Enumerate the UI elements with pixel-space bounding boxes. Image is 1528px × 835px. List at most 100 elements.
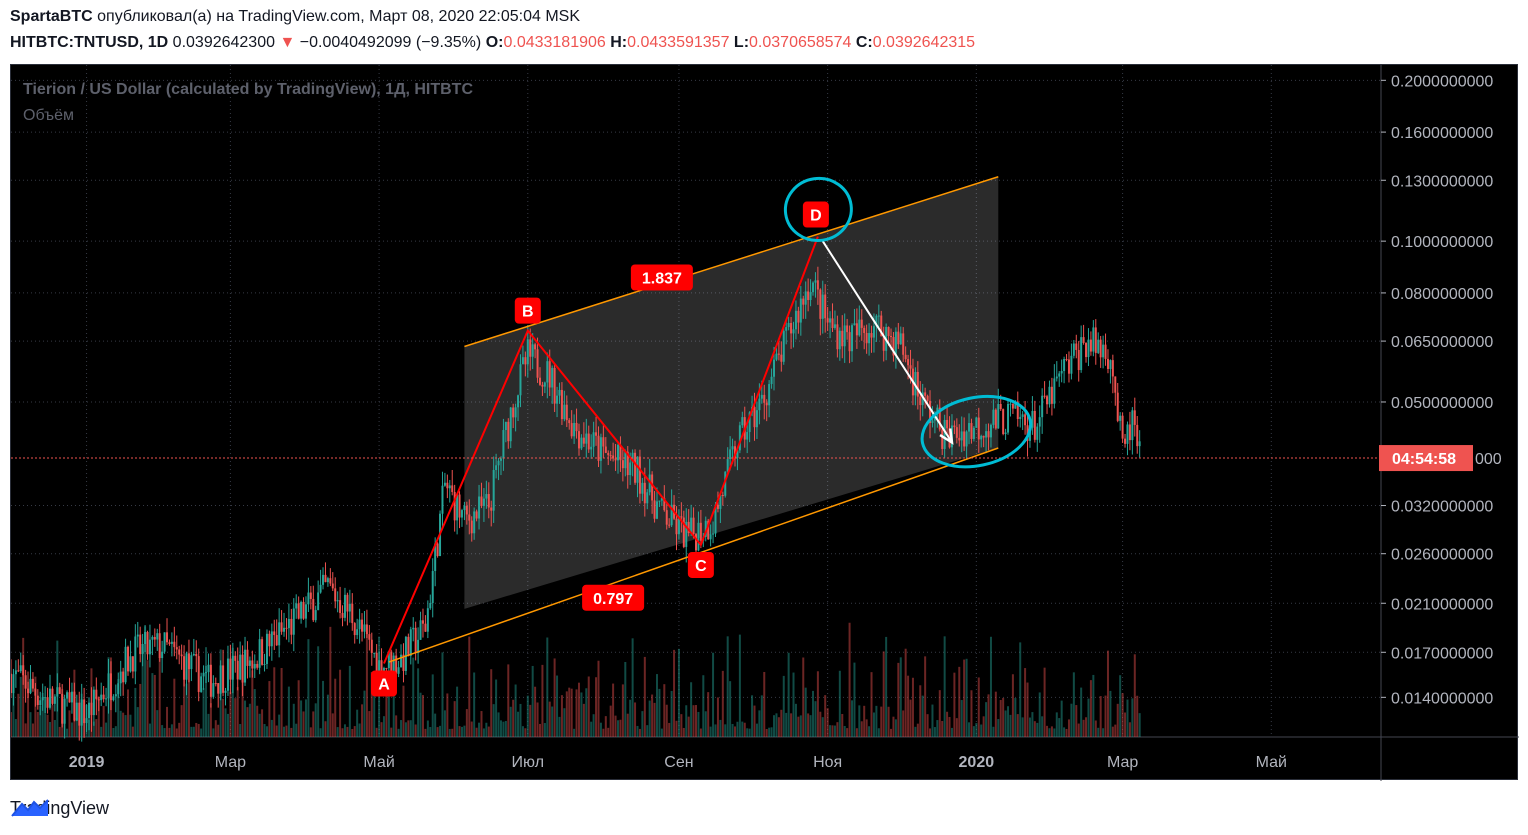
candle-body	[307, 592, 310, 605]
volume-bar	[404, 722, 407, 737]
candle-body	[234, 655, 237, 661]
candle	[131, 656, 134, 679]
candle	[1065, 354, 1068, 362]
candle-body	[858, 319, 861, 336]
volume-bar	[848, 622, 851, 737]
volume-bar	[27, 671, 30, 737]
grid-lines	[11, 65, 1381, 737]
candle-body	[412, 627, 415, 630]
candle-body	[1121, 415, 1124, 439]
candle	[290, 608, 293, 645]
volume-bar	[29, 712, 32, 737]
volume-bar	[941, 720, 944, 737]
candle-body	[351, 603, 354, 624]
candle	[56, 673, 59, 712]
candle-body	[994, 409, 997, 429]
candle	[894, 327, 897, 369]
candle	[519, 354, 522, 408]
candle-body	[70, 691, 73, 703]
candle	[602, 423, 605, 458]
volume-bar	[865, 719, 868, 737]
volume-bar	[577, 682, 580, 737]
candle-body	[870, 333, 873, 338]
volume-bars	[11, 622, 1141, 737]
volume-bar	[721, 670, 724, 737]
volume-bar	[507, 664, 510, 737]
volume-bar	[697, 711, 700, 737]
volume-bar	[819, 711, 822, 737]
candle	[989, 423, 992, 448]
y-tick-label: 0.0500000000	[1391, 395, 1493, 412]
candle-body	[134, 636, 137, 672]
candle-body	[921, 392, 924, 406]
candle-body	[258, 639, 261, 668]
candle-body	[448, 485, 451, 489]
candle	[129, 640, 132, 673]
volume-bar	[370, 672, 373, 737]
candle-body	[848, 332, 851, 352]
candle-body	[619, 444, 622, 461]
candle	[687, 509, 690, 537]
candle	[251, 650, 254, 678]
volume-bar	[726, 636, 729, 737]
candle-body	[587, 433, 590, 450]
candle-body	[1126, 424, 1129, 444]
candle-body	[1055, 376, 1058, 379]
candle	[804, 281, 807, 319]
candle-body	[814, 280, 817, 283]
candle-body	[941, 429, 944, 449]
candle-body	[982, 435, 985, 438]
candle	[309, 586, 312, 610]
candle	[543, 381, 546, 394]
candle-body	[780, 354, 783, 362]
candle-body	[765, 402, 768, 406]
chart-panel[interactable]: A B C D 1.837 0.797 0.2000000000 0.1600000000 0.…	[10, 64, 1519, 781]
candle	[34, 683, 37, 707]
candle-body	[675, 518, 678, 535]
candle	[122, 667, 125, 696]
volume-bar	[1002, 697, 1005, 737]
volume-bar	[682, 727, 685, 737]
candle	[153, 628, 156, 647]
candle	[1080, 325, 1083, 373]
volume-bar	[24, 723, 27, 737]
author-name[interactable]: SpartaBTC	[10, 8, 93, 25]
candle-body	[546, 361, 549, 383]
candle-body	[297, 603, 300, 619]
candle	[517, 394, 520, 422]
candle	[1055, 361, 1058, 382]
candle-body	[175, 647, 178, 650]
candle-body	[44, 697, 47, 699]
candle	[1058, 371, 1061, 387]
volume-bar	[590, 721, 593, 737]
volume-bar	[200, 728, 203, 737]
candle	[712, 521, 715, 544]
x-tick-label: 2019	[69, 754, 105, 771]
candle	[214, 677, 217, 687]
down-arrow-icon: ▼	[279, 34, 296, 51]
price-chart[interactable]: A B C D 1.837 0.797 0.2000000000 0.1600000000 0.…	[11, 65, 1519, 781]
candle	[699, 509, 702, 549]
volume-bar	[14, 719, 17, 737]
volume-bar	[465, 709, 468, 737]
candle-body	[207, 664, 210, 673]
ratio-badge: 1.837	[630, 264, 693, 291]
candle	[590, 434, 593, 459]
candle-body	[261, 639, 264, 665]
volume-bar	[785, 712, 788, 737]
candle-body	[790, 323, 793, 334]
volume-bar	[322, 680, 325, 737]
low-value: 0.0370658574	[749, 34, 852, 51]
candle	[112, 694, 115, 702]
candle-body	[512, 407, 515, 418]
volume-bar	[977, 677, 980, 737]
footer-brand[interactable]: TradingView	[10, 796, 109, 820]
volume-bar	[421, 695, 424, 737]
candle-body	[114, 694, 117, 697]
candle-body	[36, 695, 39, 706]
volume-bar	[782, 675, 785, 737]
candle	[1063, 356, 1066, 384]
candle	[597, 426, 600, 468]
candle-body	[1060, 371, 1063, 374]
pattern-point-b: B	[514, 297, 541, 324]
